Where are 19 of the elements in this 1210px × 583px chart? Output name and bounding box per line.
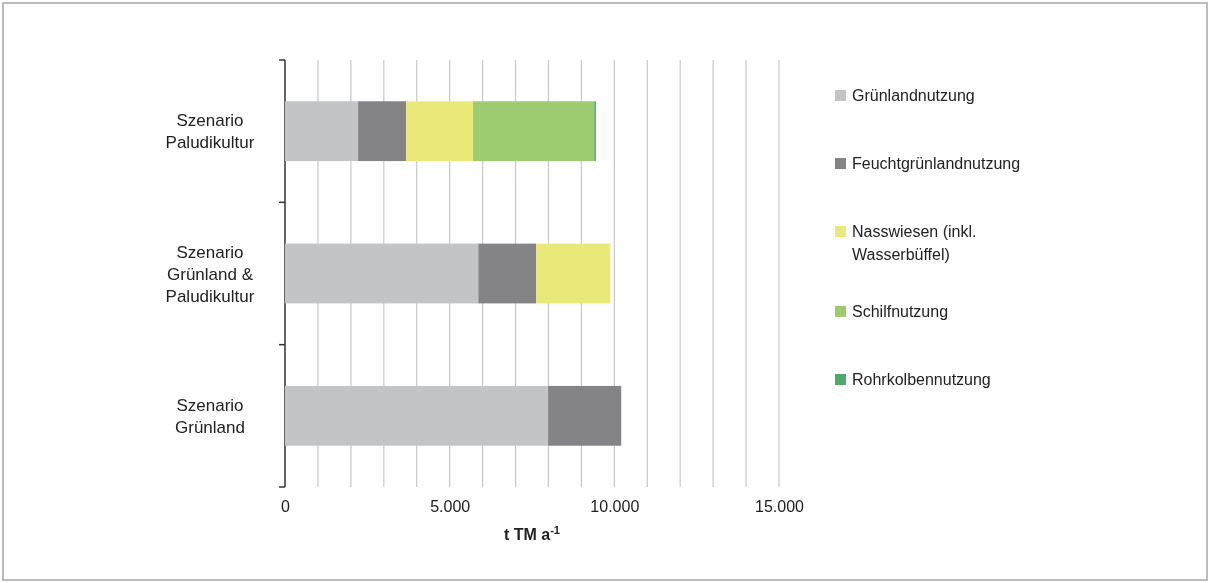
legend-label: Schilfnutzung	[852, 303, 949, 320]
y-tick-label: Szenario Paludikultur	[165, 111, 255, 153]
bar	[536, 243, 611, 304]
x-tick-label: 10.000	[590, 498, 640, 516]
bar	[473, 101, 595, 162]
bar	[358, 101, 407, 162]
bar	[406, 101, 474, 162]
x-tick-label: 5.000	[430, 498, 471, 516]
x-axis-title: t TM a$^{-1}$	[503, 524, 561, 543]
y-tick-label: Szenario Grünland	[175, 395, 245, 437]
x-tick-label: 0	[281, 498, 291, 516]
legend-label: Nasswiesen (inkl. Wasserbüffel)	[852, 223, 977, 263]
bar	[478, 243, 537, 304]
legend-label: Rohrkolbennutzung	[852, 371, 991, 388]
y-tick-label: Szenario Grünland & Paludikultur	[165, 242, 255, 306]
legend-label: Feuchtgrünlandnutzung	[852, 155, 1021, 172]
x-tick-label: 15.000	[755, 498, 805, 516]
legend-label: Grünlandnutzung	[852, 87, 975, 104]
bar	[548, 385, 622, 446]
